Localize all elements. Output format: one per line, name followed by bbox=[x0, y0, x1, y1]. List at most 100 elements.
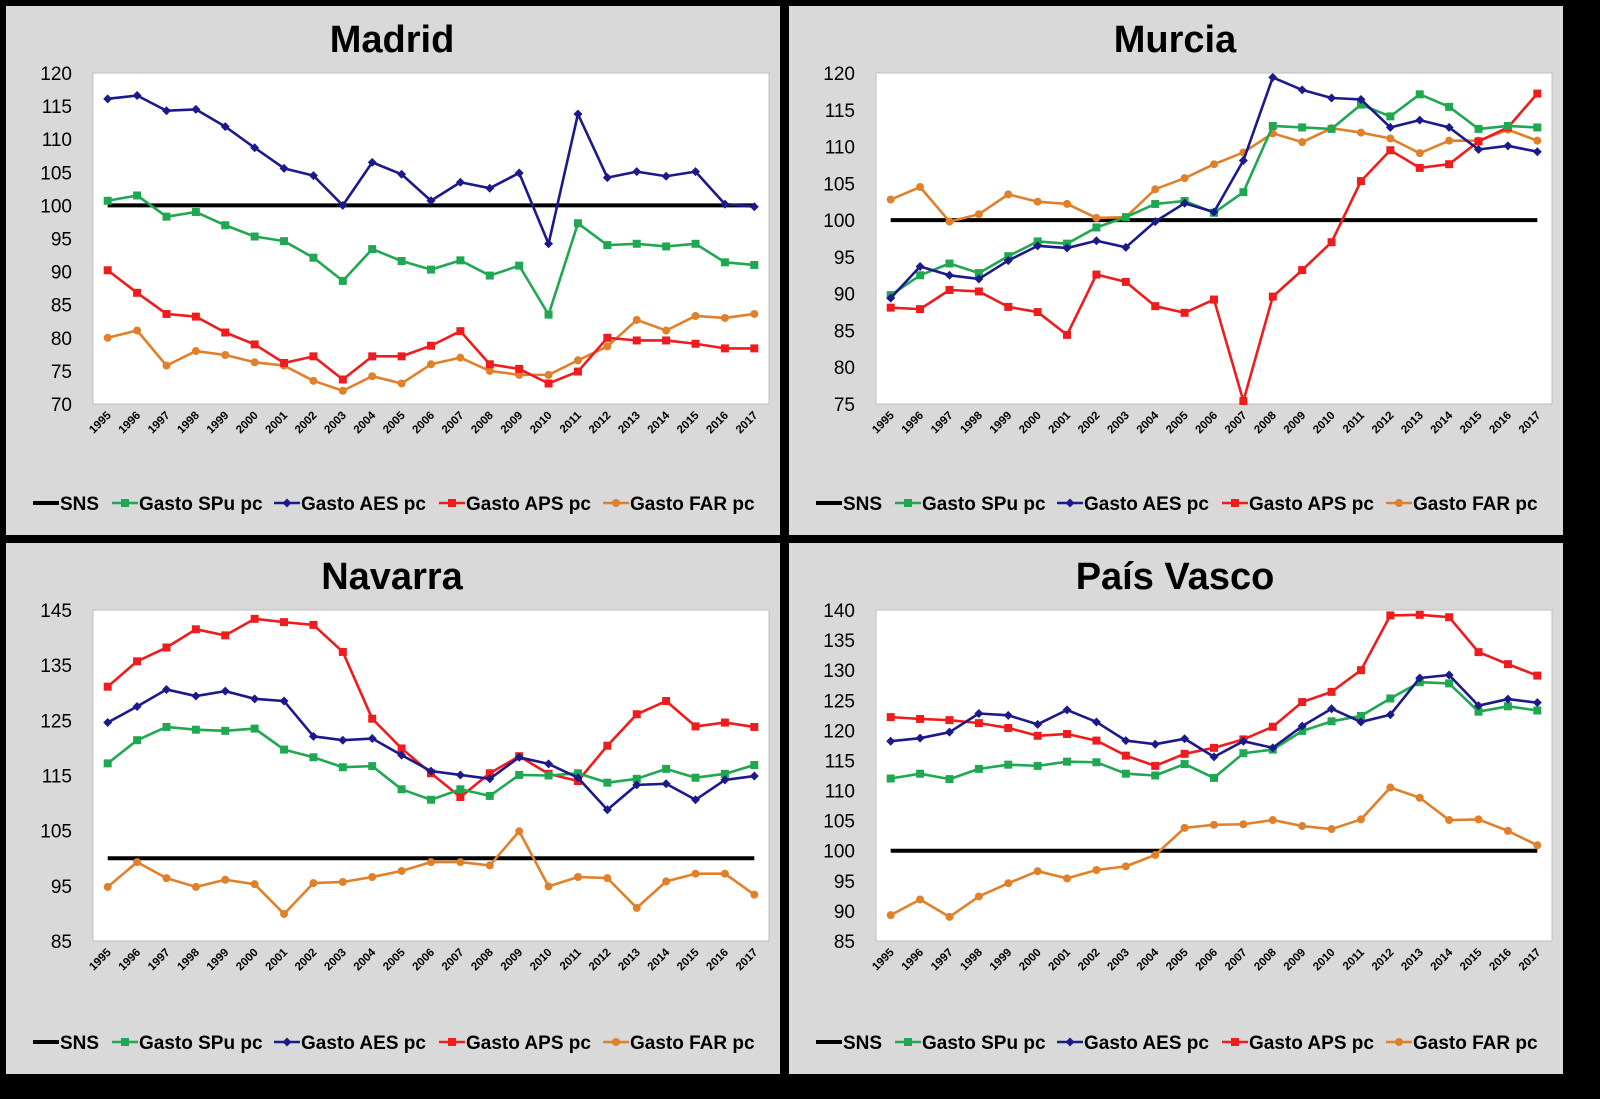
data-point-far bbox=[1386, 783, 1395, 792]
data-point-aes bbox=[132, 91, 142, 101]
data-point-aes bbox=[1356, 94, 1366, 104]
data-point-aes bbox=[886, 293, 896, 303]
data-point-spu bbox=[280, 745, 289, 754]
legend-label: Gasto SPu pc bbox=[139, 1033, 263, 1054]
data-point-aes bbox=[485, 774, 495, 784]
x-tick-label: 1995 bbox=[870, 946, 897, 973]
y-tick-label: 85 bbox=[51, 932, 72, 953]
data-point-spu bbox=[1033, 761, 1042, 770]
data-point-aes bbox=[1180, 734, 1190, 744]
legend-item-aes: Gasto AES pc bbox=[274, 494, 426, 515]
data-point-far bbox=[1092, 213, 1101, 222]
data-point-spu bbox=[456, 785, 465, 794]
data-point-spu bbox=[1445, 679, 1454, 688]
data-point-spu bbox=[1180, 760, 1189, 769]
data-point-spu bbox=[191, 208, 200, 217]
legend-marker bbox=[1231, 1038, 1239, 1046]
data-point-aps bbox=[1004, 723, 1013, 732]
x-tick-label: 1997 bbox=[929, 947, 956, 974]
x-tick-label: 2007 bbox=[440, 947, 467, 974]
x-tick-label: 2000 bbox=[234, 410, 261, 437]
data-point-aps bbox=[1151, 761, 1160, 770]
legend-item-spu: Gasto SPu pc bbox=[112, 494, 263, 515]
legend-label: Gasto FAR pc bbox=[630, 1033, 755, 1054]
data-point-aps bbox=[1415, 163, 1424, 172]
data-point-aes bbox=[1474, 144, 1484, 154]
legend-marker bbox=[1395, 499, 1403, 507]
data-point-spu bbox=[1121, 213, 1130, 222]
data-point-spu bbox=[515, 261, 524, 270]
data-point-far bbox=[544, 370, 553, 379]
data-point-aes bbox=[161, 684, 171, 694]
data-point-far bbox=[133, 326, 142, 335]
legend-item-aps: Gasto APS pc bbox=[439, 1033, 591, 1054]
data-point-spu bbox=[1386, 112, 1395, 121]
data-point-spu bbox=[886, 774, 895, 783]
data-point-aps bbox=[397, 744, 406, 753]
data-point-aps bbox=[1445, 613, 1454, 622]
data-point-aes bbox=[1238, 156, 1248, 166]
x-tick-label: 2013 bbox=[616, 410, 643, 437]
data-point-aes bbox=[1033, 241, 1043, 251]
data-point-far bbox=[397, 379, 406, 388]
legend-label: Gasto AES pc bbox=[301, 494, 426, 515]
data-point-spu bbox=[162, 212, 171, 221]
y-tick-label: 105 bbox=[823, 812, 855, 833]
data-point-aps bbox=[456, 793, 465, 802]
data-point-aes bbox=[1356, 717, 1366, 727]
data-point-far bbox=[1063, 199, 1072, 208]
data-point-spu bbox=[427, 795, 435, 804]
data-point-aps bbox=[662, 697, 671, 706]
x-tick-label: 2003 bbox=[322, 947, 349, 974]
data-point-spu bbox=[1092, 758, 1101, 767]
data-point-spu bbox=[720, 769, 729, 778]
data-point-aps bbox=[427, 341, 435, 350]
data-point-aes bbox=[1385, 122, 1395, 132]
x-tick-label: 2006 bbox=[411, 410, 438, 437]
data-point-aps bbox=[1327, 238, 1336, 247]
data-point-aps bbox=[632, 336, 641, 345]
data-point-far bbox=[1415, 793, 1424, 802]
data-point-spu bbox=[632, 239, 641, 248]
data-point-aes bbox=[338, 735, 348, 745]
data-point-spu bbox=[103, 759, 112, 768]
legend-item-aps: Gasto APS pc bbox=[1222, 494, 1374, 515]
data-point-spu bbox=[191, 725, 200, 734]
data-point-far bbox=[280, 909, 289, 918]
data-point-aps bbox=[1533, 671, 1542, 680]
data-point-spu bbox=[1121, 769, 1130, 778]
x-tick-label: 2009 bbox=[1282, 410, 1309, 437]
data-point-spu bbox=[456, 256, 465, 265]
x-tick-label: 2005 bbox=[381, 946, 408, 973]
data-point-aes bbox=[250, 143, 260, 153]
x-tick-label: 1995 bbox=[87, 946, 114, 973]
data-point-far bbox=[886, 911, 895, 920]
data-point-far bbox=[632, 315, 641, 324]
data-point-aes bbox=[514, 752, 524, 762]
data-point-aps bbox=[1445, 160, 1454, 169]
data-point-aes bbox=[573, 109, 583, 119]
x-tick-label: 2014 bbox=[646, 409, 673, 436]
x-tick-label: 2007 bbox=[1223, 410, 1250, 437]
x-tick-label: 2015 bbox=[675, 946, 702, 973]
y-tick-label: 145 bbox=[40, 601, 72, 622]
data-point-aes bbox=[1209, 207, 1219, 217]
data-point-aps bbox=[1415, 610, 1424, 619]
data-point-far bbox=[945, 912, 954, 921]
data-point-aps bbox=[1474, 648, 1483, 657]
legend-marker bbox=[1065, 1037, 1075, 1047]
data-point-aps bbox=[162, 643, 171, 652]
data-point-spu bbox=[750, 761, 759, 770]
legend-marker bbox=[121, 1038, 129, 1046]
y-tick-label: 105 bbox=[40, 822, 72, 843]
y-tick-label: 110 bbox=[825, 782, 855, 803]
data-point-aps bbox=[1474, 137, 1483, 146]
x-tick-label: 1996 bbox=[900, 947, 927, 974]
data-point-aps bbox=[515, 364, 524, 373]
series-aes bbox=[103, 91, 759, 249]
data-point-spu bbox=[1533, 706, 1542, 715]
data-point-aes bbox=[455, 177, 465, 187]
data-point-far bbox=[368, 372, 377, 381]
x-tick-label: 2004 bbox=[352, 409, 379, 436]
series-aes bbox=[886, 72, 1542, 303]
